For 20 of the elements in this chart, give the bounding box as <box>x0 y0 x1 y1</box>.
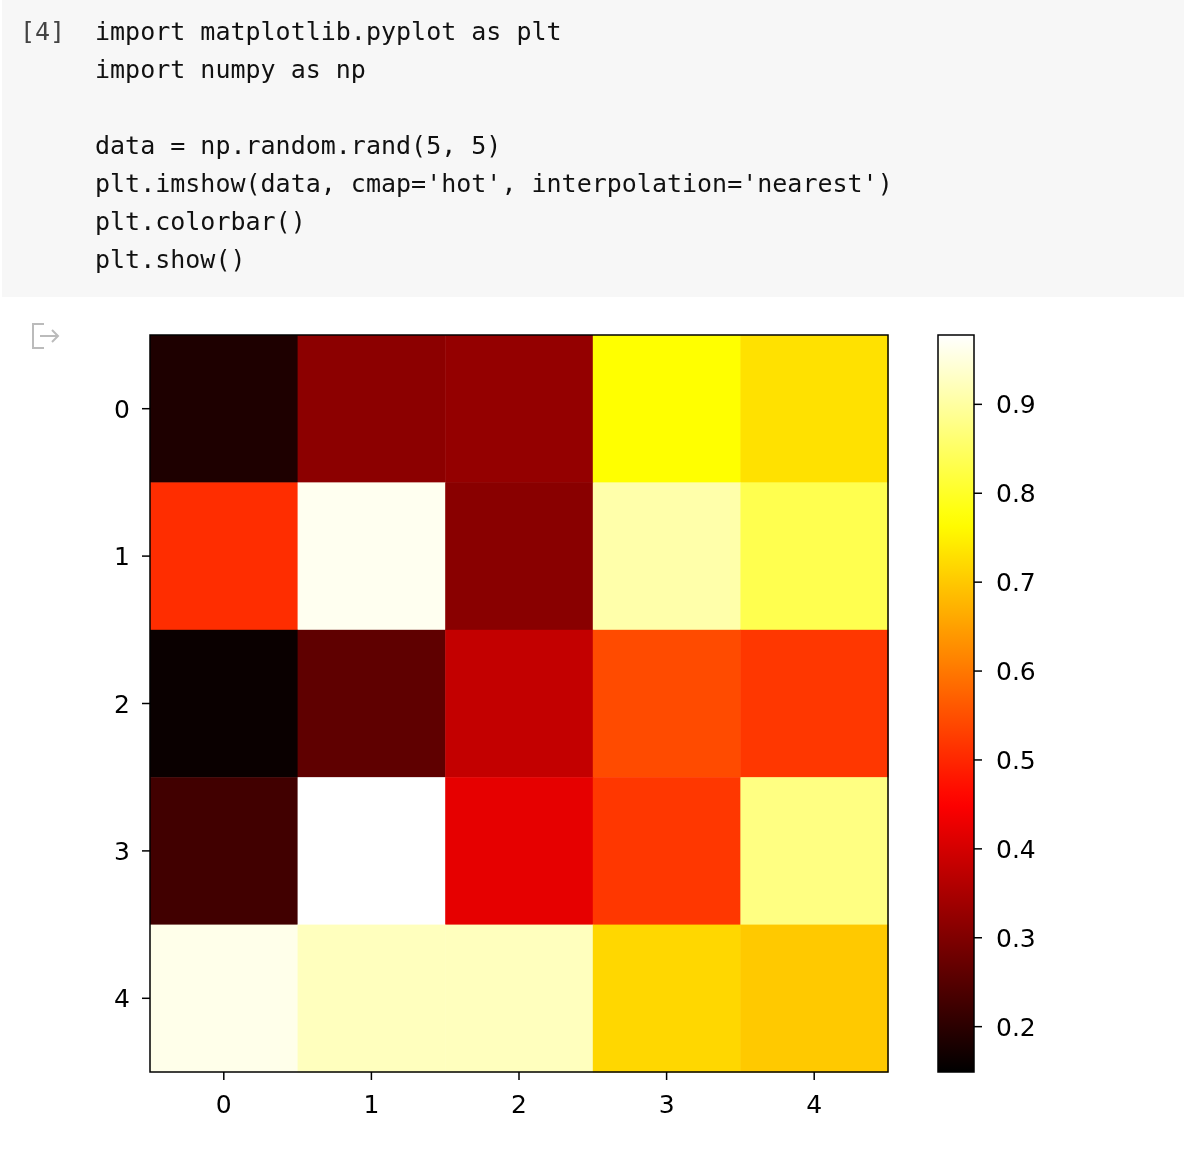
color-bar-label: 0.7 <box>996 568 1036 598</box>
y-tick-label: 2 <box>114 689 130 719</box>
x-tick-label: 2 <box>511 1090 527 1119</box>
y-tick-label: 1 <box>114 542 130 572</box>
color-bar-label: 0.8 <box>996 479 1036 509</box>
color-bar-label: 0.4 <box>996 834 1036 864</box>
color-bar-label: 0.6 <box>996 657 1036 687</box>
color-bar-label: 0.5 <box>996 745 1036 775</box>
x-tick-label: 0 <box>215 1090 232 1119</box>
text: import matplotlib.pyplot as plt import numpy as np data = np.random.rand(5, 5) plt.imshow(data, cmap='hot', interpolation='nearest') plt.colorbar() plt.show() <box>95 17 893 274</box>
x-tick-label: 1 <box>363 1090 380 1119</box>
color-bar-label: 0.9 <box>996 390 1036 420</box>
y-tick-label: 3 <box>114 836 130 866</box>
color-bar-label: 0.3 <box>996 923 1036 953</box>
x-tick-label: 4 <box>806 1090 823 1119</box>
y-tick-label: 4 <box>114 984 130 1014</box>
text: [4] <box>20 17 66 46</box>
y-tick-label: 0 <box>114 394 130 424</box>
color-bar-label: 0.2 <box>996 1012 1036 1042</box>
x-tick-label: 3 <box>658 1090 675 1119</box>
